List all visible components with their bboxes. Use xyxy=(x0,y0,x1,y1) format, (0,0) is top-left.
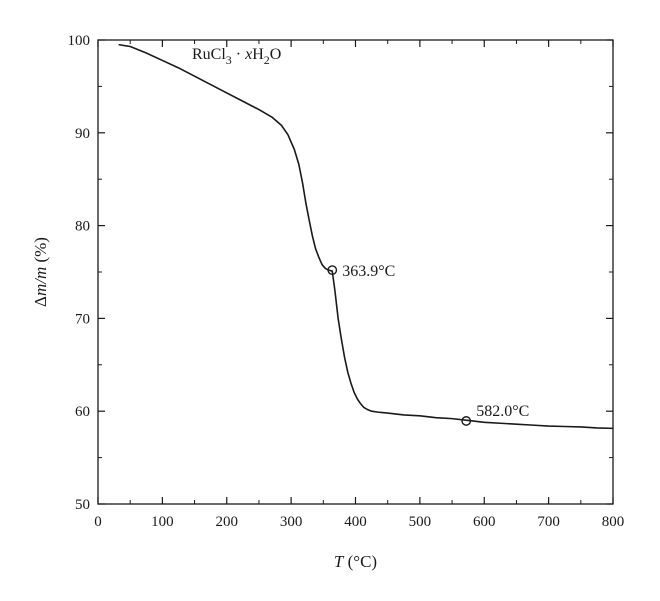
y-tick-label: 80 xyxy=(75,219,90,235)
y-tick-label: 70 xyxy=(75,311,90,327)
annotations: 363.9°C 582.0°C xyxy=(327,263,529,426)
y-axis-title: Δm/m (%) xyxy=(31,237,50,307)
x-tick-label: 0 xyxy=(94,514,102,530)
series-label: RuCl3 · xH2O xyxy=(192,46,281,67)
y-axis: 50 60 70 80 90 100 xyxy=(68,33,613,513)
x-tick-label: 500 xyxy=(409,514,432,530)
annotation-marker-1 xyxy=(461,416,472,426)
annotation-label-0: 363.9°C xyxy=(342,263,395,280)
annotation-marker-0 xyxy=(327,265,338,276)
x-tick-label: 600 xyxy=(473,514,496,530)
x-tick-label: 300 xyxy=(280,514,303,530)
x-tick-label: 400 xyxy=(344,514,367,530)
x-axis: 0 100 200 300 400 500 600 700 800 xyxy=(94,40,624,530)
y-tick-label: 60 xyxy=(75,404,90,420)
annotation-label-1: 582.0°C xyxy=(476,403,529,420)
y-tick-label: 100 xyxy=(68,33,91,49)
y-tick-label: 90 xyxy=(75,126,90,142)
y-tick-label: 50 xyxy=(75,497,90,513)
x-tick-label: 200 xyxy=(216,514,239,530)
x-tick-label: 100 xyxy=(151,514,174,530)
x-axis-title: T (°C) xyxy=(334,552,377,571)
series-line-0 xyxy=(118,43,614,430)
x-tick-label: 700 xyxy=(537,514,560,530)
series-layer xyxy=(118,43,614,430)
x-tick-label: 800 xyxy=(602,514,625,530)
